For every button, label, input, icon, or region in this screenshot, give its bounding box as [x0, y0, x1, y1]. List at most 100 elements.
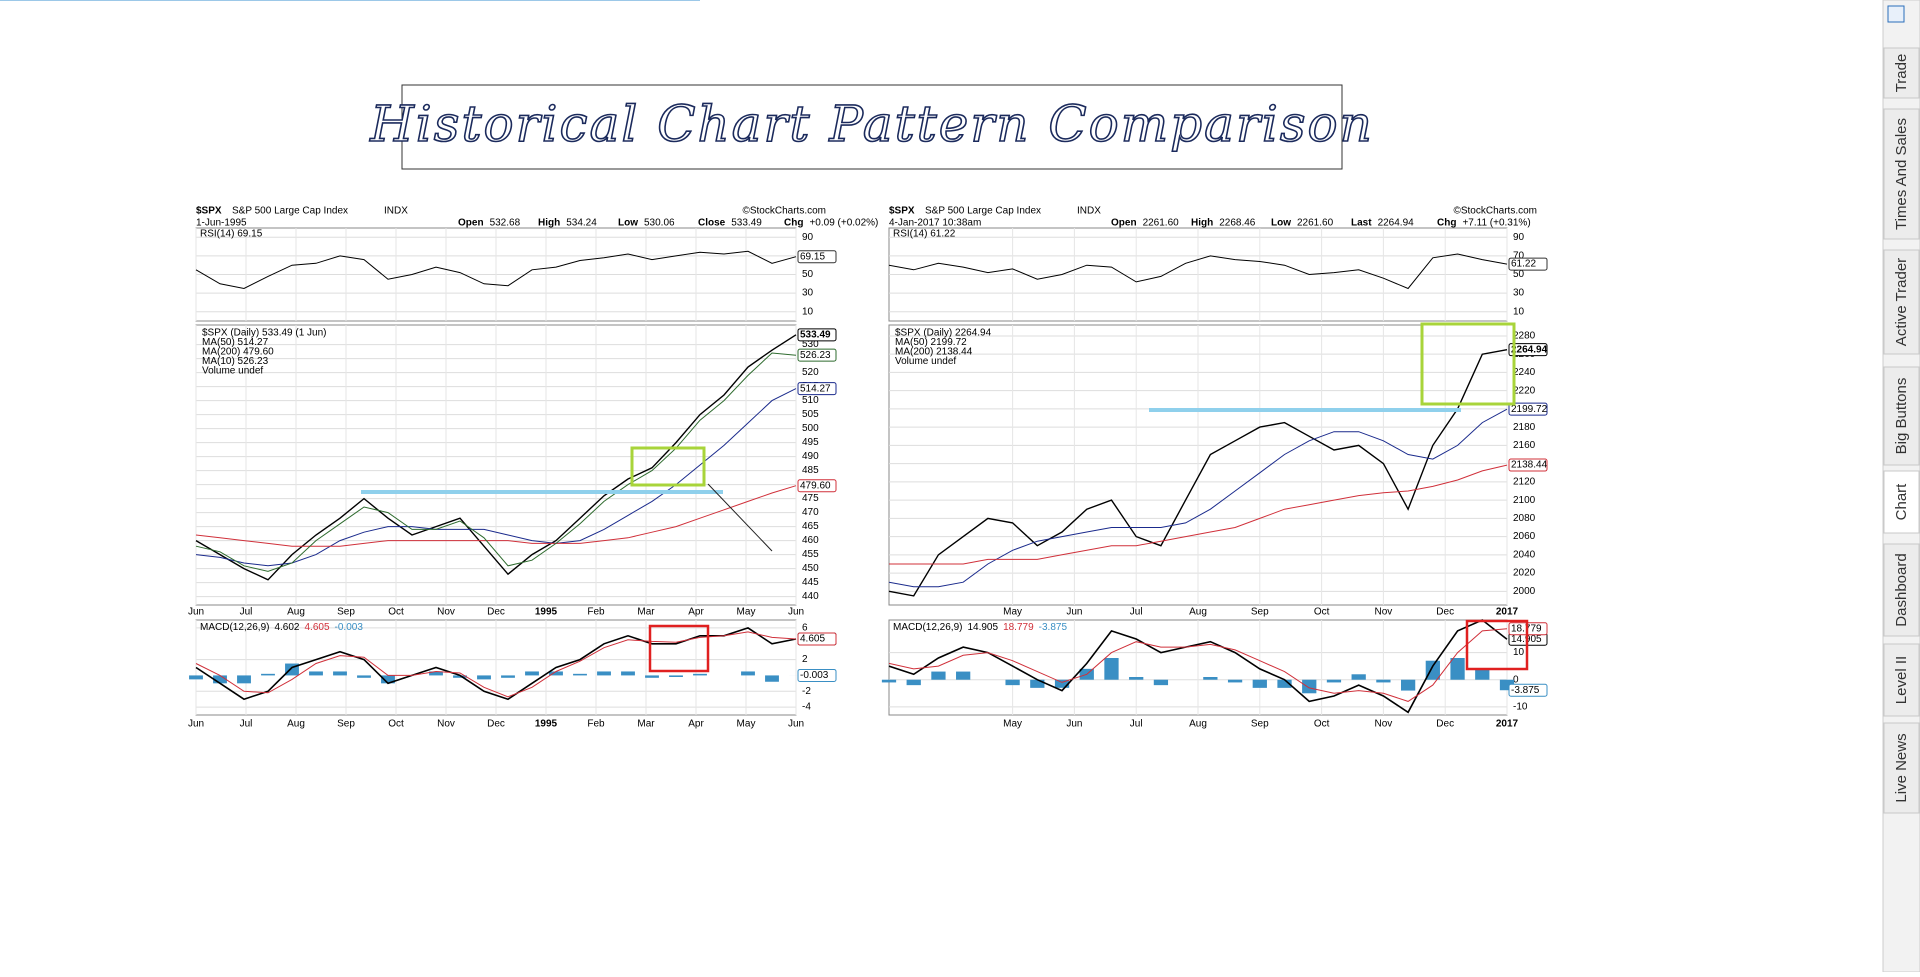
x-tick-label: Feb	[587, 719, 605, 730]
quote-value: 2261.60	[1297, 218, 1334, 229]
macd-histogram-bar	[525, 671, 539, 675]
quote-value: +7.11 (+0.31%)	[1462, 218, 1530, 229]
y-tick-label: 440	[802, 591, 819, 602]
y-tick-label: 485	[802, 465, 819, 476]
date: 1-Jun-1995	[196, 218, 247, 229]
y-tick-label: 2240	[1513, 367, 1536, 378]
quote-label: Open	[1111, 218, 1137, 229]
x-tick-label: May	[737, 607, 756, 618]
macd-histogram-bar	[1005, 680, 1019, 685]
macd-histogram-bar	[261, 674, 275, 676]
y-tick-label: 2180	[1513, 422, 1536, 433]
macd-value: 4.602	[274, 622, 299, 633]
quote-label: High	[538, 218, 560, 229]
x-tick-label: 2017	[1496, 719, 1519, 730]
quote-value: 532.68	[490, 218, 521, 229]
y-tick-label: 50	[802, 269, 814, 280]
macd-histogram-bar	[189, 675, 203, 679]
x-tick-label: 1995	[535, 607, 558, 618]
macd-histogram-bar	[1327, 680, 1341, 683]
macd-histogram-bar	[1450, 658, 1464, 680]
y-tick-label: 2000	[1513, 586, 1536, 597]
macd-histogram-bar	[573, 674, 587, 676]
macd-histogram-bar	[1401, 680, 1415, 691]
tab-label[interactable]: Live News	[1893, 733, 1910, 802]
x-tick-label: Sep	[1251, 719, 1269, 730]
y-tick-label: 2060	[1513, 531, 1536, 542]
symbol: $SPX	[196, 206, 222, 217]
rsi-label: RSI(14) 61.22	[893, 229, 956, 240]
legend-entry: Volume undef	[895, 356, 956, 367]
x-tick-label: Jun	[1066, 719, 1082, 730]
quote-label: Chg	[1437, 218, 1456, 229]
y-tick-label: -4	[802, 702, 811, 713]
x-tick-label: Mar	[637, 719, 655, 730]
y-tick-label: 495	[802, 437, 819, 448]
source: ©StockCharts.com	[742, 206, 826, 217]
macd-histogram-bar	[1352, 674, 1366, 679]
tab-label[interactable]: Dashboard	[1893, 553, 1910, 626]
macd-histogram-bar	[1203, 677, 1217, 680]
y-tick-label: 490	[802, 451, 819, 462]
y-tick-label: 2020	[1513, 568, 1536, 579]
x-tick-label: Jul	[240, 719, 253, 730]
x-tick-label: Apr	[688, 719, 704, 730]
quote-label: Low	[1271, 218, 1291, 229]
tab-label[interactable]: Trade	[1893, 54, 1910, 93]
y-tick-label: 90	[1513, 232, 1525, 243]
x-tick-label: Jun	[188, 607, 204, 618]
y-tick-label: 470	[802, 507, 819, 518]
value-tag-label: 4.605	[800, 634, 825, 645]
x-tick-label: Oct	[1314, 607, 1330, 618]
x-tick-label: Sep	[1251, 607, 1269, 618]
value-tag-label: -3.875	[1511, 685, 1540, 696]
x-tick-label: May	[1003, 607, 1022, 618]
macd-histogram-bar	[882, 680, 896, 683]
quote-value: 534.24	[566, 218, 597, 229]
macd-histogram-bar	[501, 675, 515, 677]
tab-label[interactable]: Active Trader	[1893, 258, 1910, 346]
annotations-left	[361, 448, 772, 671]
tab-label[interactable]: Chart	[1893, 483, 1910, 521]
y-tick-label: 90	[802, 232, 814, 243]
value-tag-label: 61.22	[1511, 259, 1536, 270]
y-tick-label: 6	[802, 623, 808, 634]
quote-value: 2264.94	[1378, 218, 1415, 229]
x-tick-label: Aug	[1189, 719, 1207, 730]
y-tick-label: 2080	[1513, 513, 1536, 524]
quote-value: 2261.60	[1143, 218, 1180, 229]
x-tick-label: May	[737, 719, 756, 730]
macd-histogram-bar	[741, 671, 755, 675]
legend-entry: Volume undef	[202, 366, 263, 377]
quote-label: Last	[1351, 218, 1372, 229]
macd-histogram-bar	[765, 675, 779, 681]
y-tick-label: 2120	[1513, 477, 1536, 488]
y-tick-label: 445	[802, 577, 819, 588]
y-tick-label: -10	[1513, 701, 1528, 712]
macd-title: MACD(12,26,9)	[200, 622, 269, 633]
value-tag-label: 533.49	[800, 329, 831, 340]
x-tick-label: Jun	[788, 719, 804, 730]
macd-value: 14.905	[967, 622, 998, 633]
x-tick-label: Jun	[188, 719, 204, 730]
value-tag-label: 69.15	[800, 251, 825, 262]
tab-label[interactable]: Times And Sales	[1893, 118, 1910, 230]
macd-histogram-bar	[357, 675, 371, 677]
macd-histogram-bar	[1154, 680, 1168, 685]
macd-histogram-bar	[693, 674, 707, 676]
value-tag-label: 479.60	[800, 480, 831, 491]
macd-histogram-bar	[621, 671, 635, 675]
menu-icon[interactable]	[1888, 6, 1904, 22]
x-tick-label: Apr	[688, 607, 704, 618]
y-tick-label: 2	[802, 654, 808, 665]
x-tick-label: Nov	[1375, 607, 1393, 618]
tab-label[interactable]: Level II	[1893, 656, 1910, 704]
x-tick-label: Oct	[1314, 719, 1330, 730]
pattern-box	[632, 448, 704, 485]
tab-label[interactable]: Big Buttons	[1893, 378, 1910, 455]
macd-box	[650, 626, 708, 671]
y-tick-label: 465	[802, 521, 819, 532]
